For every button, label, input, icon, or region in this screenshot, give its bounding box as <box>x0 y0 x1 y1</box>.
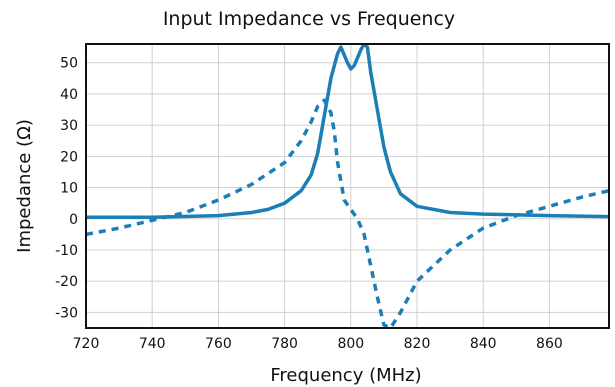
y-tick-labels: -30 -20 -10 0 10 20 30 40 50 <box>55 56 78 322</box>
x-tick-label: 820 <box>404 336 431 352</box>
y-tick-label: -10 <box>55 243 78 259</box>
x-tick-label: 800 <box>337 336 364 352</box>
plot-frame <box>85 43 610 329</box>
x-tick-labels: 720 740 760 780 800 820 840 860 <box>73 336 563 352</box>
x-tick-label: 720 <box>73 336 100 352</box>
x-tick-label: 860 <box>536 336 563 352</box>
y-tick-label: -30 <box>55 305 78 321</box>
y-tick-label: 10 <box>60 181 78 197</box>
x-tick-label: 740 <box>139 336 166 352</box>
x-tick-label: 780 <box>271 336 298 352</box>
y-tick-label: 40 <box>60 87 78 103</box>
y-tick-label: -20 <box>55 274 78 290</box>
x-tick-label: 840 <box>470 336 497 352</box>
grid-lines <box>85 44 609 328</box>
series-line-dashed <box>86 98 609 328</box>
y-axis-label: Impedance (Ω) <box>14 119 35 253</box>
x-tick-label: 760 <box>205 336 232 352</box>
y-tick-label: 30 <box>60 118 78 134</box>
y-tick-label: 0 <box>69 212 78 228</box>
series-line-solid <box>86 44 609 219</box>
series-layer <box>86 44 609 328</box>
y-tick-label: 50 <box>60 56 78 72</box>
chart-title: Input Impedance vs Frequency <box>163 8 455 30</box>
x-axis-label: Frequency (MHz) <box>270 365 421 386</box>
y-tick-label: 20 <box>60 149 78 165</box>
